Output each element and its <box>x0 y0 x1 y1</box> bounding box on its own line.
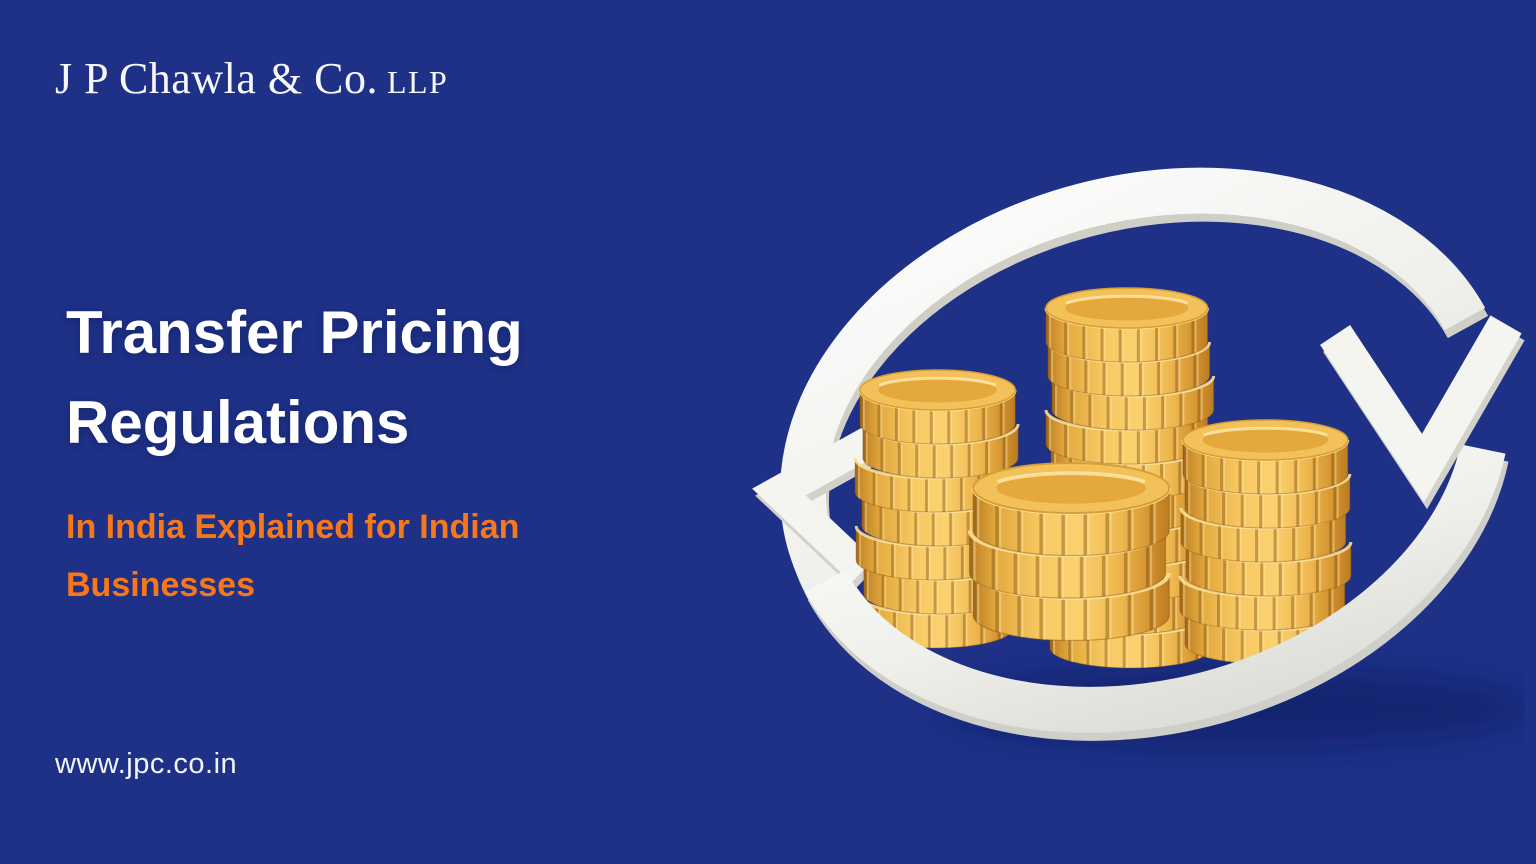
brand-name: J P Chawla & Co. <box>55 54 378 103</box>
arrowhead-left <box>752 420 894 590</box>
page-subtitle: In India Explained for Indian Businesses <box>66 508 520 604</box>
coin-stacks-cycle-arrows-illustration <box>745 160 1530 800</box>
brand-logo: J P Chawla & Co. LLP <box>55 54 449 103</box>
page-title: Transfer Pricing Regulations <box>66 299 523 456</box>
cycle-arrow-front <box>804 444 1509 741</box>
illustration-svg <box>752 167 1530 748</box>
coin-stack-front <box>967 461 1172 643</box>
brand-suffix: LLP <box>386 64 449 100</box>
arrowhead-right <box>1320 315 1525 510</box>
website-url: www.jpc.co.in <box>55 748 238 780</box>
